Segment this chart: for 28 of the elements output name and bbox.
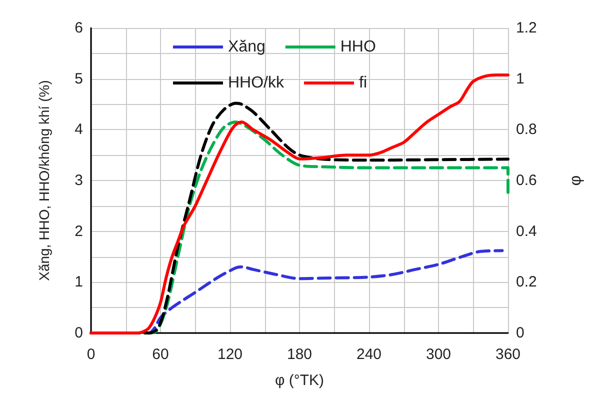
x-tick-label: 180	[286, 346, 312, 363]
x-tick-label: 120	[217, 346, 243, 363]
y-axis-title: Xăng, HHO, HHO/không khí (%)	[36, 80, 52, 281]
legend-label: HHO	[340, 38, 376, 56]
y2-tick-label: 0.6	[516, 172, 537, 189]
y2-tick-label: 1.2	[516, 20, 537, 36]
y-tick-label: 2	[74, 222, 83, 240]
y-tick-label: 4	[74, 121, 83, 138]
y2-tick-label: 1	[516, 70, 524, 88]
y-tick-label: 6	[74, 20, 83, 36]
y2-axis-title: φ	[568, 175, 584, 186]
y2-tick-label: 0.2	[516, 274, 537, 291]
x-tick-label: 0	[86, 346, 96, 363]
y2-tick-label: 0.8	[516, 121, 537, 138]
x-tick-label: 360	[495, 346, 521, 363]
x-axis-title: φ (°TK)	[274, 372, 324, 389]
x-tick-label: 300	[426, 346, 452, 363]
y-tick-label: 3	[74, 172, 83, 189]
y-tick-label: 5	[74, 70, 83, 88]
y-tick-label: 0	[74, 324, 83, 342]
y2-tick-label: 0	[516, 324, 524, 342]
legend-label: fi	[359, 74, 367, 92]
y2-tick-label: 0.4	[516, 222, 537, 240]
x-tick-label: 60	[152, 346, 169, 363]
y-tick-label: 1	[74, 274, 83, 291]
legend-label: HHO/kk	[228, 74, 285, 92]
legend-label: Xăng	[228, 38, 266, 56]
x-tick-label: 240	[356, 346, 382, 363]
